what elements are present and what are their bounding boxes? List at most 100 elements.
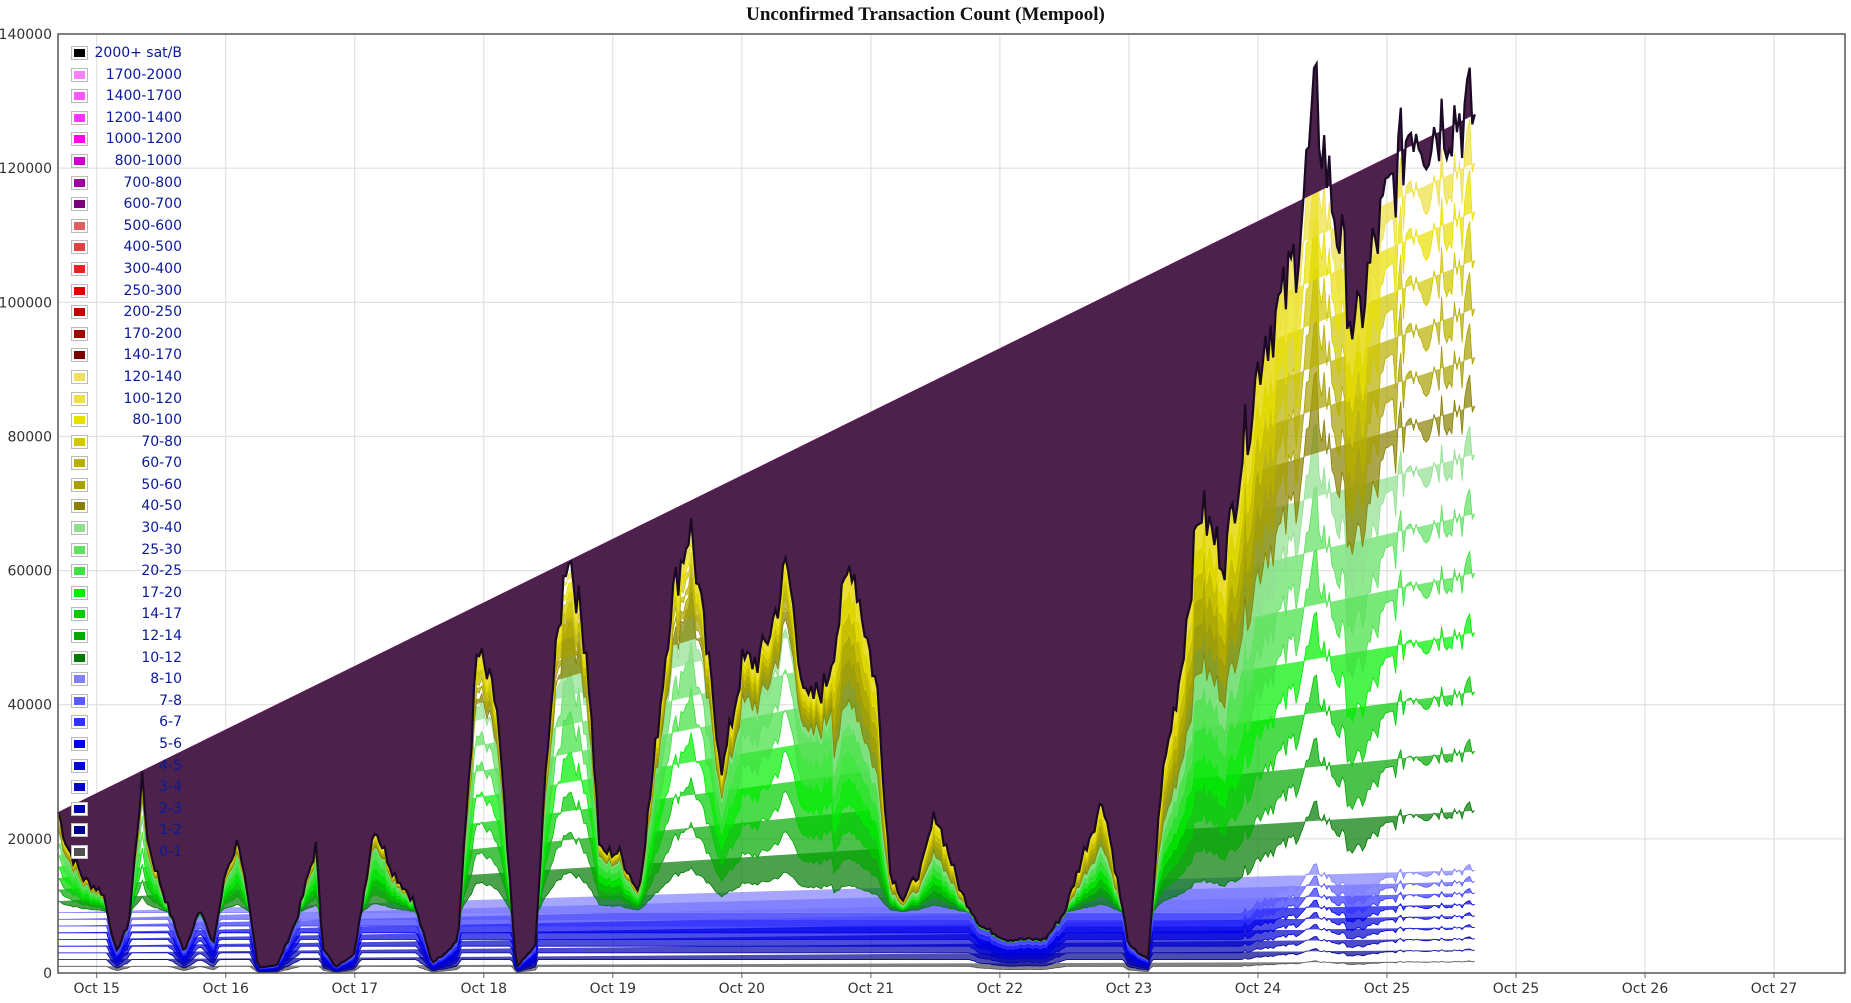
legend-item[interactable]: 12-14 — [72, 627, 182, 649]
legend-label: 25-30 — [141, 541, 182, 558]
legend-item[interactable]: 250-300 — [72, 282, 182, 304]
legend-item[interactable]: 70-80 — [72, 433, 182, 455]
legend-label: 5-6 — [159, 736, 182, 752]
legend-swatch — [72, 349, 87, 362]
legend-item[interactable]: 800-1000 — [72, 152, 182, 174]
legend-swatch — [72, 802, 87, 815]
legend-swatch — [72, 47, 87, 59]
legend-item[interactable]: 6-7 — [72, 713, 182, 735]
axes: 0 20000 40000 60000 80000 100000 120000 140000 O… — [0, 27, 1846, 997]
legend-swatch — [72, 327, 87, 340]
legend-swatch — [72, 414, 87, 427]
legend-item[interactable]: 120-140 — [72, 368, 182, 390]
legend-label: 1700-2000 — [105, 66, 182, 83]
legend-item[interactable]: 1-2 — [72, 821, 182, 843]
x-tick-label: Oct 25 — [1364, 981, 1410, 997]
x-tick-label: Oct 16 — [202, 981, 249, 997]
legend-item[interactable]: 300-400 — [72, 260, 182, 282]
legend-item[interactable]: 2000+ sat/B — [72, 44, 182, 66]
legend-label: 300-400 — [123, 260, 183, 277]
legend-label: 1200-1400 — [105, 109, 182, 126]
legend-item[interactable]: 5-6 — [72, 735, 182, 757]
legend-label: 3-4 — [159, 779, 182, 796]
legend-label: 6-7 — [159, 714, 182, 731]
legend-swatch — [72, 694, 87, 707]
legend-swatch — [72, 133, 87, 146]
stacked-areas — [57, 62, 1476, 973]
legend-label: 7-8 — [159, 692, 182, 709]
legend-item[interactable]: 700-800 — [72, 174, 182, 196]
legend-label: 70-80 — [141, 433, 182, 450]
legend-label: 17-20 — [141, 584, 182, 601]
legend-label: 14-17 — [141, 606, 182, 623]
x-tick-label: Oct 19 — [590, 981, 636, 997]
legend-label: 500-600 — [123, 217, 183, 234]
legend-item[interactable]: 10-12 — [72, 649, 182, 671]
legend-item[interactable]: 20-25 — [72, 562, 182, 584]
legend-item[interactable]: 1200-1400 — [72, 109, 182, 131]
legend-item[interactable]: 17-20 — [72, 584, 182, 606]
x-tick-label: Oct 24 — [1235, 981, 1282, 997]
legend-label: 1-2 — [159, 822, 182, 839]
y-tick-label: 40000 — [7, 698, 52, 714]
legend-item[interactable]: 400-500 — [72, 238, 182, 260]
legend-item[interactable]: 1400-1700 — [72, 87, 182, 109]
legend-item[interactable]: 3-4 — [72, 778, 182, 800]
legend-label: 2-3 — [159, 800, 182, 817]
legend-label: 8-10 — [150, 671, 182, 688]
legend-label: 250-300 — [123, 282, 183, 299]
legend-item[interactable]: 2-3 — [72, 800, 182, 822]
legend-swatch — [72, 608, 87, 621]
legend-item[interactable]: 600-700 — [72, 195, 182, 217]
legend-label: 1000-1200 — [105, 131, 182, 148]
legend-item[interactable]: 1000-1200 — [72, 130, 182, 152]
legend-item[interactable]: 8-10 — [72, 670, 182, 692]
legend-item[interactable]: 500-600 — [72, 217, 182, 239]
legend-item[interactable]: 30-40 — [72, 519, 182, 541]
legend-swatch — [72, 522, 87, 535]
legend-swatch — [72, 241, 87, 254]
legend-swatch — [72, 630, 87, 643]
legend-item[interactable]: 60-70 — [72, 454, 182, 476]
legend-item[interactable]: 14-17 — [72, 605, 182, 627]
x-tick-label: Oct 27 — [1751, 981, 1797, 997]
legend-item[interactable]: 100-120 — [72, 390, 182, 412]
legend-swatch — [72, 176, 87, 189]
area-band-0-1 — [58, 960, 1475, 973]
legend-swatch — [72, 738, 87, 750]
legend-label: 120-140 — [123, 368, 183, 385]
legend-label: 600-700 — [123, 196, 183, 213]
legend-item[interactable]: 50-60 — [72, 476, 182, 498]
legend-swatch — [72, 370, 87, 383]
area-band-1-2 — [58, 948, 1475, 973]
legend-item[interactable]: 200-250 — [72, 303, 182, 325]
legend-item[interactable]: 0-1 — [72, 843, 182, 865]
legend-swatch — [72, 500, 87, 513]
legend-label: 50-60 — [141, 476, 182, 493]
legend-label: 400-500 — [123, 239, 183, 256]
y-tick-label: 120000 — [0, 161, 52, 177]
legend-item[interactable]: 7-8 — [72, 692, 182, 714]
x-tick-label: Oct 21 — [848, 981, 894, 997]
legend-label: 10-12 — [141, 649, 182, 666]
legend-item[interactable]: 140-170 — [72, 346, 182, 368]
legend-item[interactable]: 1700-2000 — [72, 66, 182, 88]
chart-title: Unconfirmed Transaction Count (Mempool) — [746, 4, 1105, 25]
y-tick-label: 100000 — [0, 295, 52, 311]
legend-item[interactable]: 170-200 — [72, 325, 182, 347]
plot-border — [57, 33, 1846, 974]
legend-item[interactable]: 25-30 — [72, 541, 182, 563]
x-tick-label: Oct 15 — [73, 981, 119, 997]
legend-swatch — [72, 586, 87, 599]
legend-swatch — [72, 68, 87, 81]
legend-item[interactable]: 80-100 — [72, 411, 182, 433]
legend-swatch — [72, 651, 87, 664]
legend-swatch — [72, 435, 87, 448]
x-tick-label: Oct 20 — [719, 981, 765, 997]
legend-swatch — [72, 154, 87, 167]
legend-item[interactable]: 40-50 — [72, 497, 182, 519]
legend-swatch — [72, 198, 87, 211]
legend-label: 800-1000 — [114, 152, 182, 169]
legend-label: 40-50 — [141, 498, 182, 515]
legend-item[interactable]: 4-5 — [72, 757, 182, 779]
